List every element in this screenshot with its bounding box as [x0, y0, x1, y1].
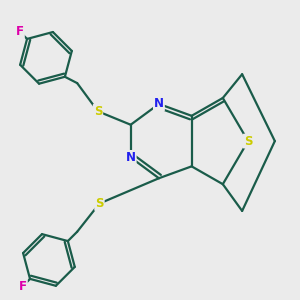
- Text: S: S: [244, 135, 252, 148]
- Text: S: S: [95, 197, 104, 210]
- Text: F: F: [16, 25, 24, 38]
- Text: S: S: [94, 105, 102, 118]
- Text: N: N: [154, 98, 164, 110]
- Text: F: F: [19, 280, 27, 292]
- Text: N: N: [126, 151, 136, 164]
